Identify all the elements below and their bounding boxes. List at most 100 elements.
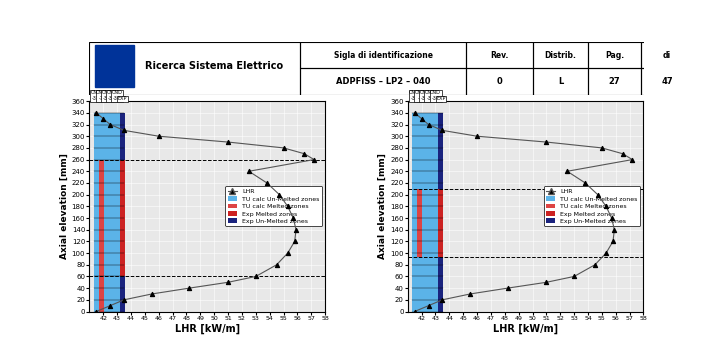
Point — [626, 157, 638, 162]
Bar — [423, 113, 428, 312]
Point — [243, 168, 255, 174]
Bar — [588, 68, 641, 94]
Point — [282, 250, 293, 256]
Point — [222, 139, 234, 145]
Point — [261, 180, 272, 186]
Point — [287, 215, 299, 221]
X-axis label: LHR [kW/m]: LHR [kW/m] — [493, 323, 558, 334]
Point — [250, 274, 262, 279]
Point — [97, 116, 109, 121]
Point — [601, 204, 612, 209]
Point — [299, 151, 310, 156]
Point — [290, 227, 302, 232]
Point — [104, 122, 116, 127]
X-axis label: LHR [kW/m]: LHR [kW/m] — [174, 323, 240, 334]
Point — [91, 110, 102, 116]
Bar — [533, 42, 588, 68]
Point — [308, 157, 320, 162]
Point — [184, 285, 195, 291]
Bar — [433, 113, 438, 312]
Bar — [438, 113, 443, 312]
Point — [118, 127, 129, 133]
Point — [146, 291, 157, 297]
Point — [606, 215, 617, 221]
Point — [601, 250, 612, 256]
Text: CND
-31: CND -31 — [102, 90, 112, 101]
Bar — [99, 276, 104, 312]
Point — [409, 309, 420, 314]
Point — [541, 280, 552, 285]
Bar — [417, 189, 423, 257]
Point — [580, 180, 591, 186]
Text: Distrib.: Distrib. — [544, 51, 576, 60]
Point — [271, 262, 282, 267]
Point — [471, 133, 483, 139]
Bar — [109, 113, 114, 139]
Point — [91, 309, 102, 314]
Point — [278, 145, 290, 151]
Polygon shape — [95, 45, 134, 87]
Bar — [417, 257, 423, 312]
Bar — [99, 113, 104, 276]
Text: di: di — [663, 51, 671, 60]
Bar — [428, 162, 433, 312]
Bar — [300, 42, 466, 68]
Text: Ricerca Sistema Elettrico: Ricerca Sistema Elettrico — [144, 61, 283, 71]
Bar — [641, 68, 694, 94]
Point — [596, 145, 608, 151]
Point — [465, 291, 476, 297]
Bar — [120, 113, 125, 312]
Bar — [104, 113, 109, 312]
Point — [289, 239, 300, 244]
Point — [437, 127, 448, 133]
Text: L: L — [558, 77, 563, 86]
Point — [617, 151, 628, 156]
Text: CND
-32: CND -32 — [425, 90, 435, 101]
Bar — [94, 113, 99, 312]
Text: Pag.: Pag. — [605, 51, 624, 60]
Bar — [94, 113, 99, 312]
Text: CND
-34: CND -34 — [430, 90, 441, 101]
Point — [561, 168, 573, 174]
Text: CND
-33: CND -33 — [409, 90, 420, 101]
Text: CND
-33: CND -33 — [91, 90, 102, 101]
Point — [608, 227, 620, 232]
Point — [409, 110, 420, 116]
Point — [541, 139, 552, 145]
Text: CND
-34: CND -34 — [112, 90, 123, 101]
Bar — [109, 139, 114, 312]
Point — [568, 274, 580, 279]
Y-axis label: Axial elevation [mm]: Axial elevation [mm] — [60, 153, 69, 259]
Text: EXP: EXP — [118, 96, 127, 101]
Point — [592, 192, 603, 197]
Text: 47: 47 — [661, 77, 673, 86]
Bar — [588, 42, 641, 68]
Text: CND
-32: CND -32 — [107, 90, 117, 101]
Bar — [466, 68, 533, 94]
Bar — [89, 42, 300, 94]
Text: 0: 0 — [496, 77, 503, 86]
Point — [282, 204, 293, 209]
Point — [423, 122, 434, 127]
Point — [222, 280, 234, 285]
Text: Rev.: Rev. — [490, 51, 508, 60]
Text: EXP: EXP — [436, 96, 445, 101]
Point — [437, 297, 448, 303]
Text: Sigla di identificazione: Sigla di identificazione — [334, 51, 433, 60]
Point — [416, 116, 428, 121]
Point — [118, 297, 129, 303]
Legend: LHR, TU calc Un-Melted zones, TU calc Melted zones, Exp Melted zones, Exp Un-Mel: LHR, TU calc Un-Melted zones, TU calc Me… — [225, 186, 322, 226]
Point — [607, 239, 618, 244]
Bar — [428, 113, 433, 162]
Point — [502, 285, 513, 291]
Text: CND
-1: CND -1 — [96, 90, 107, 101]
Text: 27: 27 — [608, 77, 620, 86]
Text: ADPFISS – LP2 – 040: ADPFISS – LP2 – 040 — [336, 77, 430, 86]
Point — [423, 303, 434, 308]
Point — [153, 133, 164, 139]
Bar — [114, 113, 120, 312]
Bar — [300, 68, 466, 94]
Point — [104, 303, 116, 308]
Point — [589, 262, 601, 267]
Y-axis label: Axial elevation [mm]: Axial elevation [mm] — [378, 153, 388, 259]
